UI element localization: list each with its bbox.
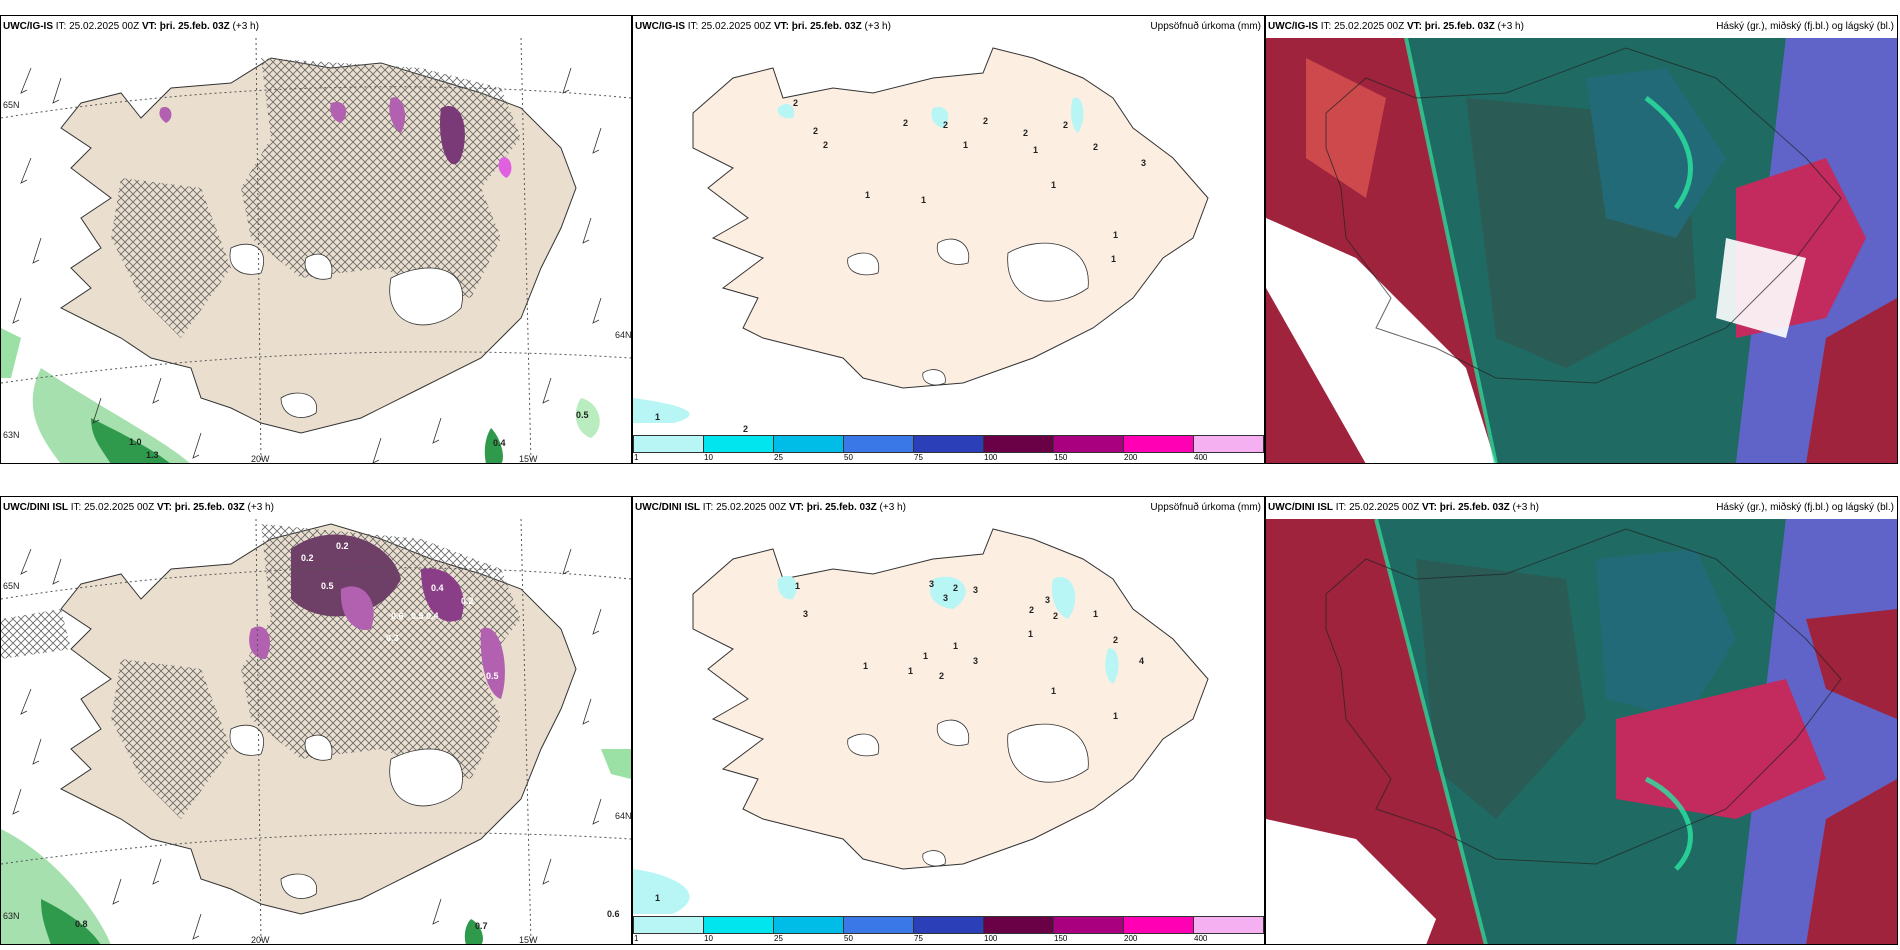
svg-text:1: 1 xyxy=(863,661,868,671)
svg-text:2: 2 xyxy=(813,126,818,136)
panel-title: Háský (gr.), miðský (fj.bl.) og lágský (… xyxy=(1716,502,1894,513)
precip-points: 2 2 2 2 2 2 2 2 1 1 1 1 3 2 1 1 1 1 2 xyxy=(655,98,1146,434)
wind-barbs xyxy=(12,67,602,463)
precip-points: 1 3 3 3 2 3 2 3 1 2 1 2 1 1 3 1 1 2 4 1 xyxy=(655,579,1144,903)
svg-text:1: 1 xyxy=(921,195,926,205)
svg-text:2: 2 xyxy=(953,583,958,593)
grid-label: 63N xyxy=(3,911,20,921)
svg-text:2: 2 xyxy=(1023,128,1028,138)
svg-text:3: 3 xyxy=(973,656,978,666)
panel-header: UWC/DINI ISL IT: 25.02.2025 00Z VT: þri.… xyxy=(1,497,631,519)
svg-text:2: 2 xyxy=(943,120,948,130)
value-label: 0.8 xyxy=(75,919,88,929)
svg-text:1: 1 xyxy=(923,651,928,661)
svg-text:3: 3 xyxy=(1141,158,1146,168)
panel-row1-clouds: UWC/IG-IS IT: 25.02.2025 00Z VT: þri. 25… xyxy=(1265,15,1898,464)
precip-map[interactable]: 1 3 3 3 2 3 2 3 1 2 1 2 1 1 3 1 1 2 4 1 xyxy=(633,519,1264,917)
svg-text:0.4: 0.4 xyxy=(426,611,439,621)
panel-title: Uppsöfnuð úrkoma (mm) xyxy=(1150,502,1261,513)
panel-row2-wind: UWC/DINI ISL IT: 25.02.2025 00Z VT: þri.… xyxy=(0,496,632,945)
svg-text:0.2: 0.2 xyxy=(461,596,474,606)
svg-text:2: 2 xyxy=(1063,120,1068,130)
svg-text:0.3: 0.3 xyxy=(386,633,399,643)
svg-text:1: 1 xyxy=(795,581,800,591)
wind-barbs xyxy=(12,548,602,940)
svg-text:2: 2 xyxy=(1053,611,1058,621)
value-label: 1.3 xyxy=(146,450,159,460)
svg-text:2: 2 xyxy=(793,98,798,108)
value-label: 1.0 xyxy=(129,437,142,447)
svg-text:4: 4 xyxy=(1139,656,1144,666)
svg-text:2: 2 xyxy=(1093,142,1098,152)
grid-label: 64N xyxy=(615,811,631,821)
svg-text:1: 1 xyxy=(1113,230,1118,240)
cloud-map[interactable] xyxy=(1266,519,1897,944)
svg-text:0.6: 0.6 xyxy=(391,611,404,621)
iceland-landmass xyxy=(692,528,1209,870)
svg-text:2: 2 xyxy=(939,671,944,681)
svg-text:1: 1 xyxy=(1051,686,1056,696)
wind-map[interactable]: 1.0 1.3 0.5 0.4 65N 20W 15W 64N 63N xyxy=(1,38,631,463)
svg-text:2: 2 xyxy=(1029,605,1034,615)
svg-text:3: 3 xyxy=(929,579,934,589)
svg-text:2: 2 xyxy=(1113,635,1118,645)
svg-text:1: 1 xyxy=(865,190,870,200)
wind-map[interactable]: 0.2 0.2 0.5 0.4 0.6 0.5 0.4 0.2 0.3 0.5 … xyxy=(1,519,631,944)
svg-text:1: 1 xyxy=(1093,609,1098,619)
panel-row1-precip: UWC/IG-IS IT: 25.02.2025 00Z VT: þri. 25… xyxy=(632,15,1265,464)
value-labels: 0.2 0.2 0.5 0.4 0.6 0.5 0.4 0.2 0.3 0.5 xyxy=(301,541,499,681)
value-label: 0.4 xyxy=(493,438,506,448)
grid-label: 20W xyxy=(251,935,270,945)
iceland-landmass xyxy=(692,47,1209,389)
panel-row2-precip: UWC/DINI ISL IT: 25.02.2025 00Z VT: þri.… xyxy=(632,496,1265,945)
svg-text:1: 1 xyxy=(1113,711,1118,721)
panel-header: UWC/DINI ISL IT: 25.02.2025 00Z VT: þri.… xyxy=(633,497,1264,519)
panel-title: Uppsöfnuð úrkoma (mm) xyxy=(1150,21,1261,32)
svg-text:0.2: 0.2 xyxy=(301,553,314,563)
svg-text:1: 1 xyxy=(1111,254,1116,264)
colorbar: 1 10 25 50 75 100 150 200 400 xyxy=(633,916,1264,944)
svg-text:0.4: 0.4 xyxy=(431,583,444,593)
precip-map[interactable]: 2 2 2 2 2 2 2 2 1 1 1 1 3 2 1 1 1 1 2 xyxy=(633,38,1264,436)
panel-header: UWC/IG-IS IT: 25.02.2025 00Z VT: þri. 25… xyxy=(633,16,1264,38)
svg-text:0.5: 0.5 xyxy=(321,581,334,591)
value-label: 0.6 xyxy=(607,909,620,919)
svg-text:3: 3 xyxy=(1045,595,1050,605)
grid-label: 65N xyxy=(3,100,20,110)
svg-text:2: 2 xyxy=(903,118,908,128)
svg-text:3: 3 xyxy=(943,593,948,603)
svg-text:0.5: 0.5 xyxy=(411,611,424,621)
panel-header: UWC/DINI ISL IT: 25.02.2025 00Z VT: þri.… xyxy=(1266,497,1897,519)
svg-text:2: 2 xyxy=(983,116,988,126)
value-label: 0.5 xyxy=(576,410,589,420)
panel-header: UWC/IG-IS IT: 25.02.2025 00Z VT: þri. 25… xyxy=(1266,16,1897,38)
panel-row1-wind: UWC/IG-IS IT: 25.02.2025 00Z VT: þri. 25… xyxy=(0,15,632,464)
svg-text:3: 3 xyxy=(803,609,808,619)
svg-text:0.5: 0.5 xyxy=(486,671,499,681)
grid-label: 64N xyxy=(615,330,631,340)
svg-text:2: 2 xyxy=(743,424,748,434)
panel-title: Háský (gr.), miðský (fj.bl.) og lágský (… xyxy=(1716,21,1894,32)
value-label: 0.7 xyxy=(475,921,488,931)
grid-label: 15W xyxy=(519,454,538,464)
svg-text:1: 1 xyxy=(1033,145,1038,155)
svg-text:1: 1 xyxy=(1051,180,1056,190)
svg-text:2: 2 xyxy=(823,140,828,150)
svg-text:1: 1 xyxy=(1028,629,1033,639)
cloud-map[interactable] xyxy=(1266,38,1897,463)
svg-text:3: 3 xyxy=(973,585,978,595)
svg-text:0.2: 0.2 xyxy=(336,541,349,551)
panel-header: UWC/IG-IS IT: 25.02.2025 00Z VT: þri. 25… xyxy=(1,16,631,38)
panel-row2-clouds: UWC/DINI ISL IT: 25.02.2025 00Z VT: þri.… xyxy=(1265,496,1898,945)
grid-label: 15W xyxy=(519,935,538,945)
grid-label: 65N xyxy=(3,581,20,591)
grid-label: 20W xyxy=(251,454,270,464)
svg-text:1: 1 xyxy=(908,666,913,676)
grid-label: 63N xyxy=(3,430,20,440)
svg-text:1: 1 xyxy=(655,412,660,422)
colorbar: 1 10 25 50 75 100 150 200 400 xyxy=(633,435,1264,463)
svg-text:1: 1 xyxy=(963,140,968,150)
svg-text:1: 1 xyxy=(655,893,660,903)
svg-text:1: 1 xyxy=(953,641,958,651)
